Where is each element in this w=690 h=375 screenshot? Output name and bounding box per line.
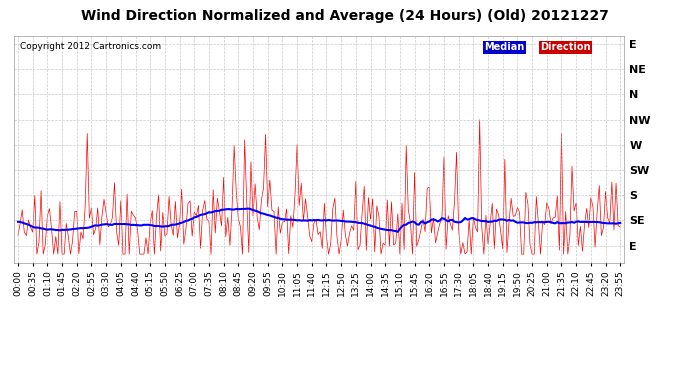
Text: Wind Direction Normalized and Average (24 Hours) (Old) 20121227: Wind Direction Normalized and Average (2… (81, 9, 609, 23)
Text: Copyright 2012 Cartronics.com: Copyright 2012 Cartronics.com (20, 42, 161, 51)
Text: Median: Median (484, 42, 524, 52)
Text: Direction: Direction (540, 42, 591, 52)
